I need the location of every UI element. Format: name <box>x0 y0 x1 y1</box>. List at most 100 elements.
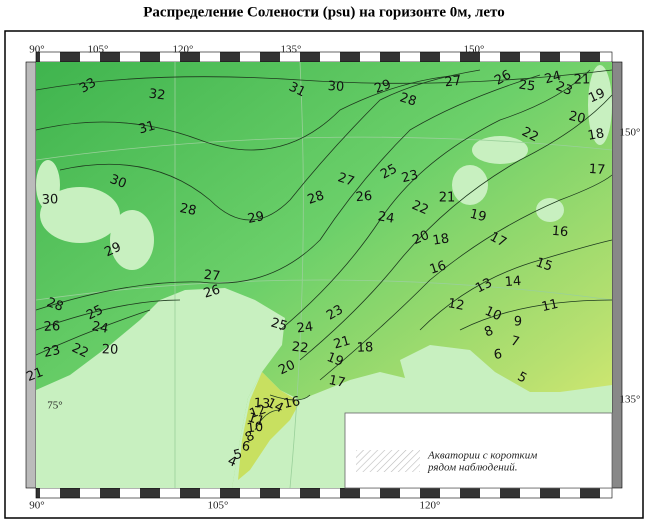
isohaline <box>254 394 311 431</box>
isohaline <box>419 239 613 331</box>
isohaline <box>459 299 613 331</box>
contour-label: 24 <box>90 319 109 337</box>
contour-label: 28 <box>178 201 197 219</box>
map-title: Распределение Солености (psu) на горизон… <box>143 4 504 20</box>
top-longitude: 150° <box>464 44 485 56</box>
isohaline <box>35 69 591 331</box>
contour-label: 21 <box>25 365 46 385</box>
contour-label: 28 <box>398 90 418 109</box>
contour-label: 21 <box>439 191 456 206</box>
contour-label: 33 <box>77 75 99 96</box>
contour-label: 26 <box>43 319 60 335</box>
frame-top <box>35 51 613 63</box>
contour-label: 17 <box>588 162 606 178</box>
contour-label: 16 <box>428 258 448 277</box>
legend-text: Акватории с коротким <box>427 450 537 462</box>
isohaline <box>35 69 613 91</box>
contour-label: 9 <box>514 314 523 329</box>
contour-label: 16 <box>551 224 569 240</box>
contour-label: 6 <box>493 347 503 363</box>
map-area <box>35 61 613 489</box>
frame-left <box>25 61 37 489</box>
contour-label: 30 <box>108 172 129 192</box>
top-longitude: 105° <box>88 44 109 56</box>
contour-label: 10 <box>482 304 503 324</box>
right-latitude: 135° <box>620 394 641 406</box>
contour-label: 13 <box>473 276 495 297</box>
contour-label: 19 <box>468 207 488 226</box>
contour-label: 11 <box>540 297 559 315</box>
contour-label: 12 <box>447 296 466 314</box>
contour-label: 19 <box>586 86 607 106</box>
right-latitude: 150° <box>620 127 641 139</box>
contour-label: 18 <box>432 231 451 248</box>
contour-label: 25 <box>269 316 289 335</box>
island <box>536 198 564 222</box>
contour-label: 23 <box>554 79 575 99</box>
contour-label: 32 <box>148 87 166 104</box>
contour-label: 27 <box>444 74 462 91</box>
labels: 90° 105° 120° 135° 150°90° 105° 120°150°135°75… <box>25 44 641 512</box>
contour-label: 11 <box>246 410 266 429</box>
contour-label: 14 <box>504 274 522 290</box>
contour-label: 20 <box>101 342 118 358</box>
contour-label: 20 <box>567 109 586 127</box>
frame-bottom <box>35 487 613 499</box>
contour-label: 7 <box>509 334 521 351</box>
island <box>110 210 154 270</box>
island <box>40 187 120 243</box>
contour-label: 24 <box>543 69 563 88</box>
contour-label: 18 <box>587 126 606 144</box>
contour-label: 20 <box>410 228 431 248</box>
contour-label: 24 <box>377 209 396 226</box>
top-longitude: 90° <box>29 44 44 56</box>
isohaline <box>35 94 613 361</box>
island <box>452 165 488 205</box>
contour-label: 19 <box>325 350 346 370</box>
contour-label: 23 <box>400 168 420 187</box>
contour-label: 10 <box>246 420 264 437</box>
contour-label: 28 <box>306 188 327 208</box>
contour-label: 17 <box>487 229 509 250</box>
contour-label: 25 <box>518 77 536 94</box>
contour-label: 22 <box>291 340 309 357</box>
contour-label: 21 <box>332 334 352 353</box>
top-longitude: 120° <box>173 44 194 56</box>
contour-label: 24 <box>296 320 314 337</box>
bottom-longitude: 105° <box>208 500 229 512</box>
top-longitude: 135° <box>281 44 302 56</box>
left-latitude: 75° <box>47 400 62 412</box>
contour-label: 29 <box>246 209 265 227</box>
contour-label: 14 <box>264 396 285 417</box>
isohaline <box>59 69 481 221</box>
contour-label: 22 <box>409 198 430 218</box>
land <box>232 345 612 488</box>
contour-label: 28 <box>45 295 66 315</box>
contour-label: 6 <box>241 439 251 455</box>
contour-label: 17 <box>327 373 346 391</box>
contour-label: 5 <box>232 447 244 464</box>
contour-label: 26 <box>492 67 514 88</box>
island <box>588 65 612 145</box>
isohaline <box>319 174 613 381</box>
isohaline <box>35 74 541 311</box>
contour-label: 15 <box>534 255 555 275</box>
contour-label: 25 <box>378 161 400 182</box>
contour-label: 27 <box>336 170 356 189</box>
contour-label: 26 <box>355 189 373 205</box>
contour-label: 27 <box>203 268 221 285</box>
contour-label: 18 <box>356 340 373 356</box>
contour-label: 30 <box>327 79 344 95</box>
contour-label: 29 <box>102 240 123 261</box>
legend-text: рядом наблюдений. <box>427 462 517 474</box>
land <box>36 288 285 488</box>
island <box>472 136 528 164</box>
bottom-longitude: 120° <box>420 500 441 512</box>
isohaline <box>35 74 461 151</box>
contour-label: 31 <box>286 80 307 101</box>
legend-swatch <box>356 450 420 472</box>
contour-label: 12 <box>248 402 269 422</box>
bottom-longitude: 90° <box>29 500 44 512</box>
island <box>36 160 60 210</box>
